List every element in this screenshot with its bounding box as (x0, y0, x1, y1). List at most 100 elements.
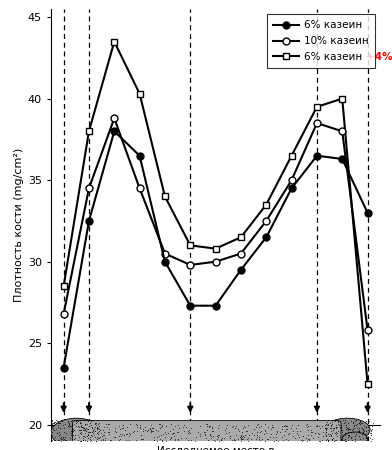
Point (67, 423, 74, 430)
Point (363, 440, 370, 447)
Point (342, 432, 348, 439)
Point (356, 419, 363, 427)
Point (51, 418, 57, 426)
Point (148, 428, 154, 435)
Ellipse shape (325, 418, 370, 441)
Point (69, 425, 76, 432)
Point (245, 421, 251, 428)
Point (265, 436, 272, 443)
Point (125, 436, 132, 444)
Point (117, 435, 123, 442)
Point (151, 433, 157, 440)
Point (309, 432, 315, 439)
Point (295, 421, 301, 428)
Point (174, 428, 180, 436)
Point (363, 423, 369, 430)
Point (202, 420, 209, 427)
Point (365, 426, 371, 433)
Point (363, 434, 369, 441)
Point (363, 418, 369, 425)
Point (139, 435, 145, 442)
Point (170, 430, 176, 437)
Point (80, 441, 87, 448)
Point (282, 423, 289, 430)
Point (134, 423, 140, 430)
Point (66, 423, 73, 431)
Point (206, 423, 212, 430)
Point (154, 433, 160, 440)
Point (345, 434, 351, 441)
Point (180, 423, 187, 431)
Point (107, 436, 113, 444)
Point (333, 421, 339, 428)
Point (59, 441, 65, 449)
Point (68, 417, 74, 424)
Point (201, 428, 207, 435)
Point (81, 424, 87, 432)
Point (325, 431, 331, 438)
Point (330, 426, 336, 433)
Point (323, 426, 329, 433)
Point (256, 429, 263, 436)
Point (323, 420, 329, 427)
Point (148, 427, 154, 434)
Point (201, 430, 208, 437)
Point (82, 421, 89, 428)
Point (112, 433, 118, 440)
Point (70, 432, 76, 439)
Point (69, 428, 75, 436)
Point (49, 422, 55, 429)
Point (346, 426, 352, 433)
Point (363, 423, 369, 430)
Point (223, 429, 230, 436)
Point (57, 419, 63, 427)
Point (363, 428, 369, 435)
Point (358, 425, 365, 432)
Point (82, 434, 88, 441)
Point (283, 426, 289, 433)
Point (313, 422, 319, 429)
Point (346, 433, 352, 440)
Point (69, 426, 75, 433)
Point (96, 435, 102, 442)
Point (329, 418, 335, 425)
Point (254, 422, 260, 429)
Point (329, 435, 336, 442)
Point (298, 437, 304, 444)
Point (240, 435, 246, 442)
Point (348, 417, 354, 424)
Point (90, 428, 96, 435)
Point (325, 416, 331, 423)
Point (213, 438, 219, 445)
Point (94, 429, 100, 436)
Point (111, 428, 118, 435)
Point (331, 437, 337, 445)
Point (94, 441, 101, 449)
Point (175, 436, 181, 443)
Point (323, 425, 329, 432)
Point (326, 432, 332, 439)
Point (172, 435, 178, 442)
Point (305, 435, 312, 442)
Point (71, 421, 77, 428)
Point (322, 442, 328, 450)
Point (152, 426, 159, 433)
Point (62, 436, 68, 444)
Point (94, 428, 101, 436)
Point (283, 435, 289, 442)
Point (353, 417, 359, 424)
Point (214, 436, 220, 443)
Point (292, 434, 298, 441)
Point (367, 430, 373, 437)
Point (77, 441, 83, 448)
Point (329, 436, 335, 443)
Point (345, 431, 352, 438)
Point (181, 422, 187, 429)
Point (214, 432, 220, 439)
Point (255, 421, 261, 428)
Point (365, 433, 372, 440)
Point (356, 436, 363, 443)
Point (244, 427, 250, 434)
Point (351, 422, 358, 429)
Point (251, 426, 257, 433)
